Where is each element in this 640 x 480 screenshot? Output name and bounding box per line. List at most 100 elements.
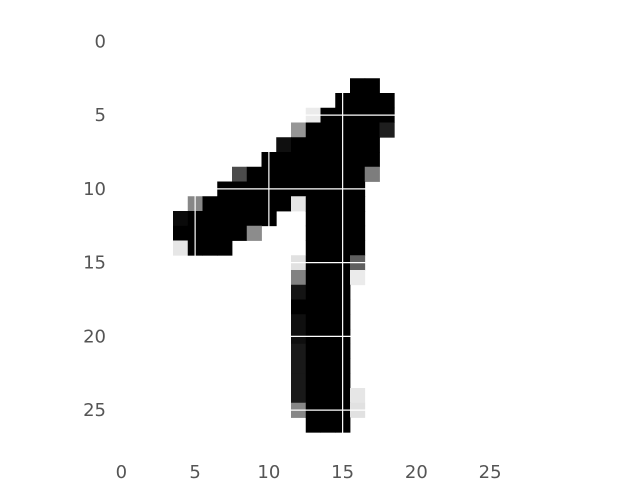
pixel-cell xyxy=(320,373,336,389)
y-tick-label: 25 xyxy=(83,400,106,421)
pixel-cell xyxy=(246,211,262,227)
pixel-cell xyxy=(173,225,189,241)
pixel-cell xyxy=(305,211,321,227)
pixel-cell xyxy=(305,299,321,315)
pixel-cell xyxy=(350,196,366,212)
grid-lines-layer xyxy=(114,34,527,447)
pixel-cell xyxy=(364,78,380,94)
x-tick-label: 20 xyxy=(405,462,428,480)
pixel-cell xyxy=(305,225,321,241)
x-tick-label: 5 xyxy=(189,462,200,480)
pixel-cell xyxy=(364,137,380,153)
pixel-cell xyxy=(246,196,262,212)
pixel-cell xyxy=(379,122,395,138)
y-axis-ticks: 0 5 10 15 20 25 xyxy=(83,31,106,421)
y-tick-label: 0 xyxy=(95,31,106,52)
pixel-cell xyxy=(364,122,380,138)
y-tick-label: 10 xyxy=(83,179,106,200)
pixel-cell xyxy=(305,417,321,433)
pixel-cell xyxy=(320,343,336,359)
pixel-cell xyxy=(305,166,321,182)
pixel-cell xyxy=(364,166,380,182)
pixel-cell xyxy=(320,196,336,212)
pixel-cell xyxy=(202,240,218,256)
pixel-cell xyxy=(246,166,262,182)
pixel-cell xyxy=(276,196,292,212)
pixel-cell xyxy=(217,225,233,241)
pixel-cell xyxy=(350,78,366,94)
pixel-cell xyxy=(291,196,307,212)
pixel-cell xyxy=(276,137,292,153)
pixel-cell xyxy=(232,211,248,227)
pixel-cell xyxy=(320,166,336,182)
pixel-cell xyxy=(305,343,321,359)
pixel-cell xyxy=(276,152,292,168)
pixel-cell xyxy=(320,225,336,241)
pixel-cell xyxy=(350,93,366,109)
pixel-cell xyxy=(379,93,395,109)
pixel-cell xyxy=(305,152,321,168)
pixel-cell xyxy=(305,373,321,389)
x-tick-label: 25 xyxy=(479,462,502,480)
y-tick-label: 15 xyxy=(83,253,106,274)
pixel-cell xyxy=(350,211,366,227)
pixel-cell xyxy=(291,388,307,404)
pixel-cell xyxy=(350,122,366,138)
pixel-cell xyxy=(320,240,336,256)
pixel-cell xyxy=(305,270,321,286)
pixel-cell xyxy=(291,152,307,168)
x-tick-label: 15 xyxy=(331,462,354,480)
pixel-cell xyxy=(291,358,307,374)
pixel-cell xyxy=(276,166,292,182)
pixel-cell xyxy=(350,152,366,168)
pixel-cell xyxy=(350,166,366,182)
pixel-cell xyxy=(291,299,307,315)
pixel-cell xyxy=(320,211,336,227)
pixel-cell xyxy=(350,137,366,153)
pixel-cell xyxy=(320,137,336,153)
pixel-cell xyxy=(364,152,380,168)
pixel-cell xyxy=(320,417,336,433)
heatmap-plot-area xyxy=(114,34,527,447)
pixel-cell xyxy=(291,166,307,182)
pixel-cell xyxy=(232,225,248,241)
pixel-cell xyxy=(305,388,321,404)
pixel-cell xyxy=(202,211,218,227)
x-tick-label: 10 xyxy=(257,462,280,480)
pixel-cell xyxy=(305,122,321,138)
pixel-cell xyxy=(202,196,218,212)
pixel-cell xyxy=(350,270,366,286)
pixel-cell xyxy=(320,152,336,168)
pixel-cell xyxy=(320,299,336,315)
pixel-cell xyxy=(305,240,321,256)
pixel-cell xyxy=(232,166,248,182)
pixel-cell xyxy=(320,122,336,138)
pixel-cell xyxy=(350,388,366,404)
pixel-cell xyxy=(202,225,218,241)
pixel-cell xyxy=(350,225,366,241)
pixel-cell xyxy=(291,314,307,330)
pixel-cell xyxy=(291,373,307,389)
y-tick-label: 5 xyxy=(95,105,106,126)
pixel-cell xyxy=(320,388,336,404)
pixel-cell xyxy=(217,196,233,212)
pixel-cell xyxy=(305,314,321,330)
pixel-cell xyxy=(320,284,336,300)
pixel-cell xyxy=(232,196,248,212)
pixel-cell xyxy=(291,270,307,286)
pixel-cell xyxy=(305,358,321,374)
x-axis-ticks: 0 5 10 15 20 25 xyxy=(116,462,502,480)
pixel-cell xyxy=(291,343,307,359)
pixel-cell xyxy=(305,196,321,212)
x-tick-label: 0 xyxy=(116,462,127,480)
pixel-cell xyxy=(350,240,366,256)
pixel-cell xyxy=(217,211,233,227)
pixel-cell xyxy=(173,211,189,227)
pixel-cell xyxy=(291,122,307,138)
pixel-cell xyxy=(291,137,307,153)
pixel-cell xyxy=(320,358,336,374)
pixel-cell xyxy=(217,240,233,256)
pixel-cell xyxy=(246,225,262,241)
pixel-cell xyxy=(173,240,189,256)
